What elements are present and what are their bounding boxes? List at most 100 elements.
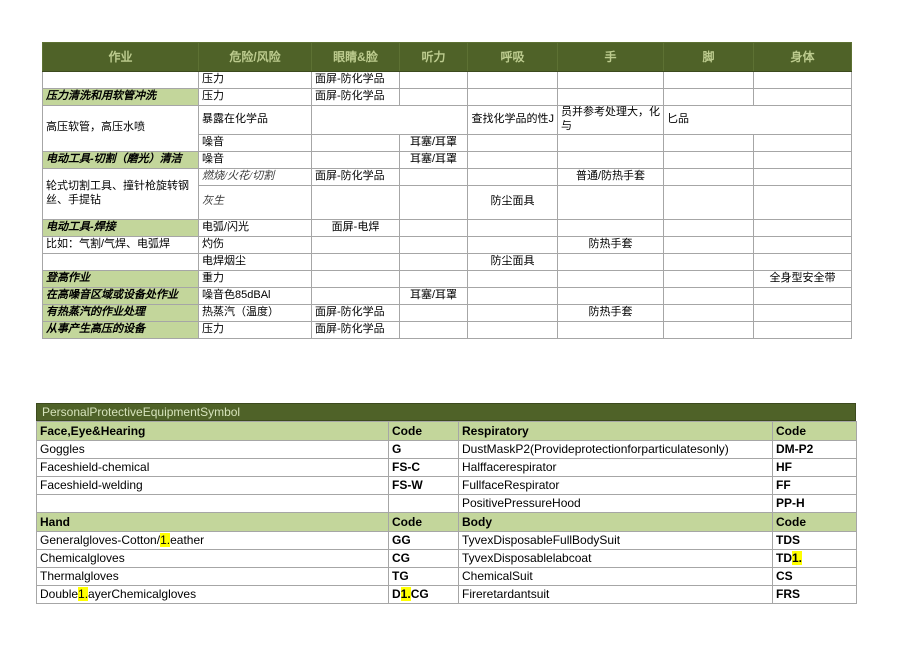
table-row: 压力清洗和用软管冲洗 压力 面屏-防化学品 — [42, 88, 852, 106]
hazard-cell: 噪音色85dBAl — [198, 286, 312, 305]
item-cell: Goggles — [36, 440, 389, 459]
col-header-body: 身体 — [753, 42, 852, 72]
hearing-cell — [399, 320, 468, 339]
body-cell — [753, 252, 852, 271]
table-row: 电动工具-切割（磨光）清洁 噪音 耳塞/耳罩 — [42, 150, 852, 169]
table-row: 电动工具-焊接 电弧/闪光 面屏-电焊 — [42, 218, 852, 237]
respiratory-cell: 查找化学品的性J — [467, 105, 558, 135]
foot-cell — [663, 150, 754, 169]
table-row: 高压软管，高压水喷 暴露在化学品 查找化学品的性J 员并参考处理大，化与 匕品 — [42, 105, 852, 152]
code-text: TD — [776, 551, 792, 565]
foot-cell — [663, 218, 754, 237]
respiratory-cell: 防尘面具 — [467, 184, 558, 220]
hearing-cell — [399, 269, 468, 288]
col-header-hand: Hand — [36, 512, 389, 532]
code-cell: TDS — [772, 531, 857, 550]
code-cell: TG — [388, 567, 459, 586]
respiratory-cell — [467, 286, 558, 305]
table-row: Generalgloves-Cotton/1.eather GG TyvexDi… — [36, 531, 857, 550]
hand-cell — [557, 320, 664, 339]
col-header-respiratory: Respiratory — [458, 421, 773, 441]
foot-cell — [663, 252, 754, 271]
job-cell: 在高噪音区域或设备处作业 — [42, 286, 199, 305]
col-header-face-eye-hearing: Face,Eye&Hearing — [36, 421, 389, 441]
eyes-cell: 面屏-防化学品 — [311, 320, 400, 339]
hearing-cell: 耳塞/耳罩 — [399, 133, 468, 152]
eyes-cell: 面屏-防化学品 — [311, 88, 400, 106]
table-row: 登高作业 重力 全身型安全带 — [42, 269, 852, 288]
eyes-cell — [311, 150, 400, 169]
hearing-cell — [399, 184, 468, 220]
body-cell — [753, 167, 852, 186]
section-header-row: Hand Code Body Code — [36, 512, 857, 532]
table-row: Chemicalgloves CG TyvexDisposablelabcoat… — [36, 549, 857, 568]
table-row: PositivePressureHood PP-H — [36, 494, 857, 513]
hearing-cell — [399, 218, 468, 237]
hand-cell — [557, 252, 664, 271]
respiratory-cell — [467, 235, 558, 254]
eyes-cell — [311, 286, 400, 305]
hazard-cell: 噪音 — [198, 150, 312, 169]
hazard-cell: 暴露在化学品 — [198, 105, 312, 135]
body-cell — [753, 150, 852, 169]
col-header-hearing: 听力 — [399, 42, 468, 72]
foot-cell — [663, 133, 754, 152]
job-cell — [42, 252, 199, 271]
job-cell: 从事产生高压的设备 — [42, 320, 199, 339]
body-cell — [753, 184, 852, 220]
body-cell: 全身型安全带 — [753, 269, 852, 288]
item-cell: Halffacerespirator — [458, 458, 773, 477]
col-header-code: Code — [388, 512, 459, 532]
table-row: 噪音 耳塞/耳罩 — [43, 133, 852, 152]
job-cell: 轮式切割工具、撞针枪旋转钢丝、手提钻 — [42, 167, 199, 220]
col-header-job: 作业 — [42, 42, 199, 72]
hazard-cell: 压力 — [198, 71, 312, 89]
item-cell: Generalgloves-Cotton/1.eather — [36, 531, 389, 550]
body-cell — [753, 286, 852, 305]
item-cell: Faceshield-welding — [36, 476, 389, 495]
item-cell: DustMaskP2(Provideprotectionforparticula… — [458, 440, 773, 459]
body-cell — [753, 71, 852, 89]
body-cell — [753, 235, 852, 254]
eyes-cell — [311, 235, 400, 254]
respiratory-cell — [467, 88, 558, 106]
item-cell: TyvexDisposableFullBodySuit — [458, 531, 773, 550]
hearing-cell — [399, 303, 468, 322]
foot-cell — [663, 320, 754, 339]
foot-cell — [663, 167, 754, 186]
table-row: Thermalgloves TG ChemicalSuit CS — [36, 567, 857, 586]
code-text: CG — [410, 587, 429, 601]
table-row: 灰生 防尘面具 — [43, 184, 852, 220]
foot-cell — [663, 303, 754, 322]
body-cell — [753, 320, 852, 339]
code-cell: CG — [388, 549, 459, 568]
code-cell: FRS — [772, 585, 857, 604]
col-header-respiratory: 呼吸 — [467, 42, 558, 72]
table-row: 电焊烟尘 防尘面具 — [42, 252, 852, 271]
legend-title: PersonalProtectiveEquipmentSymbol — [36, 403, 856, 421]
eyes-cell: 面屏-防化学品 — [311, 167, 400, 186]
item-text: Generalgloves-Cotton/ — [40, 533, 161, 547]
code-cell: HF — [772, 458, 857, 477]
ppe-symbol-table: Face,Eye&Hearing Code Respiratory Code G… — [36, 421, 857, 604]
foot-cell — [663, 235, 754, 254]
highlighted-text: 1. — [78, 587, 89, 601]
hazard-cell: 灰生 — [198, 184, 312, 220]
hand-cell — [557, 184, 664, 220]
item-text: ayerChemicalgloves — [88, 587, 197, 601]
hand-cell — [557, 286, 664, 305]
eyes-cell: 面屏-防化学品 — [311, 303, 400, 322]
foot-cell — [663, 184, 754, 220]
respiratory-cell — [467, 269, 558, 288]
hand-cell — [557, 71, 664, 89]
hearing-cell: 耳塞/耳罩 — [399, 150, 468, 169]
hearing-cell — [399, 88, 468, 106]
body-cell — [753, 218, 852, 237]
code-cell: GG — [388, 531, 459, 550]
col-header-hazard: 危险/风险 — [198, 42, 312, 72]
item-cell: Chemicalgloves — [36, 549, 389, 568]
item-cell: FullfaceRespirator — [458, 476, 773, 495]
hazard-cell: 噪音 — [198, 133, 312, 152]
hearing-cell — [399, 71, 468, 89]
hazard-cell: 电焊烟尘 — [198, 252, 312, 271]
